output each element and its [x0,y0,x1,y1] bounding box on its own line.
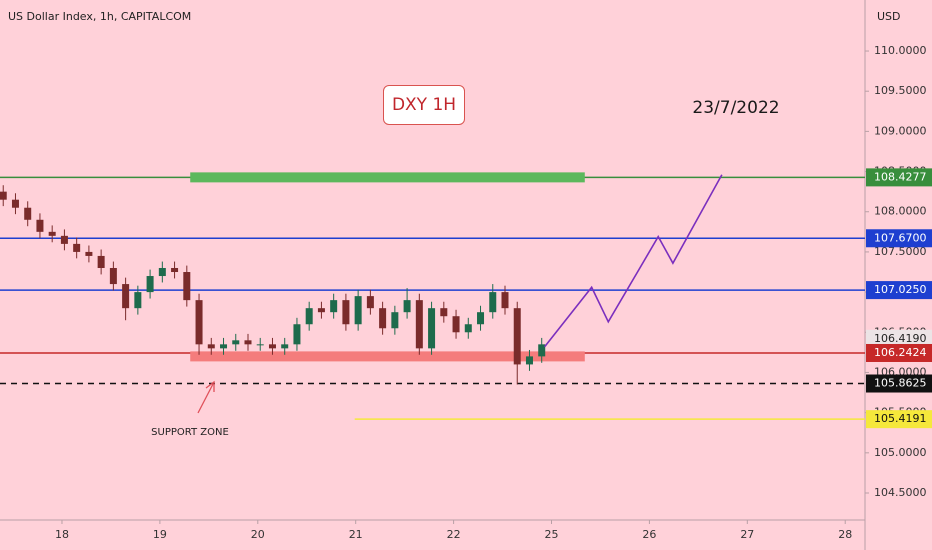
candle-body [220,344,228,349]
level-label: 105.4191 [874,412,927,425]
level-label-box [866,281,932,300]
support-arrow [197,383,214,414]
candle-body [366,296,374,309]
candle-body [36,219,44,232]
candle-body [379,308,387,329]
x-tick-label: 26 [642,528,656,541]
y-tick-label: 109.0000 [874,124,927,137]
y-tick-label: 110.0000 [874,44,927,57]
badge: DXY 1H [383,85,465,125]
candle-body [195,300,203,345]
candle-body [440,308,448,317]
candle-body [268,344,276,349]
chart-title: US Dollar Index, 1h, CAPITALCOM [8,10,191,23]
candle-body [513,308,521,365]
candle-body [134,292,142,309]
candle-body [317,308,325,313]
candle-body [109,267,117,285]
x-tick-label: 22 [447,528,461,541]
y-tick-label: 104.5000 [874,486,927,499]
x-tick-label: 20 [251,528,265,541]
candle-body [24,207,32,220]
level-label-box [866,343,932,362]
level-label: 108.4277 [874,170,927,183]
candle-body [158,267,166,277]
y-tick-label: 107.5000 [874,245,927,258]
candle-body [305,308,313,325]
candle-body [281,344,289,349]
level-label: 106.2424 [874,346,927,359]
candle-body [256,344,264,346]
candle-body [354,296,362,325]
candle-body [183,272,191,301]
y-tick-label: 109.5000 [874,84,927,97]
candle-body [207,344,215,349]
level-label: 107.6700 [874,231,927,244]
candle-body [97,255,105,268]
candle-body [11,199,19,208]
candle-body [171,267,179,273]
candle-body [85,251,93,256]
candle-body [428,308,436,349]
projection-line [544,174,723,348]
candle-body [452,316,460,333]
x-tick-label: 21 [349,528,363,541]
zone [190,351,585,362]
x-tick-label: 25 [545,528,559,541]
candle-body [232,340,240,345]
current-price-label-box [866,329,932,348]
candle-body [73,243,81,252]
candle-body [48,231,56,236]
level-label-box [866,229,932,248]
level-label-box [866,374,932,393]
candle-body [60,235,68,244]
y-tick-label: 105.0000 [874,446,927,459]
current-price-label: 106.4190 [874,332,927,345]
candle-body [489,292,497,313]
x-tick-label: 19 [153,528,167,541]
support-note: SUPPORT ZONE [151,427,229,438]
candle-body [342,300,350,325]
support-arrow-head [205,380,215,392]
x-tick-label: 18 [55,528,69,541]
candle-body [464,324,472,333]
candle-body [391,312,399,329]
candle-body [244,340,252,345]
candle-body [525,356,533,365]
candle-body [293,324,301,345]
candle-body [0,191,7,200]
level-label-box [866,410,932,429]
candle-body [501,292,509,309]
candle-body [330,300,338,313]
candle-body [146,276,154,293]
date-note: 23/7/2022 [692,98,779,118]
candle-body [415,300,423,349]
candle-body [538,344,546,357]
candle-body [403,300,411,313]
x-tick-label: 28 [838,528,852,541]
y-tick-label: 108.0000 [874,205,927,218]
candle-body [122,284,130,309]
plot [0,172,865,420]
level-label: 107.0250 [874,283,927,296]
candle-body [477,312,485,325]
zone [190,172,585,183]
currency: USD [877,10,901,23]
x-tick-label: 27 [740,528,754,541]
level-label-box [866,168,932,187]
level-label: 105.8625 [874,377,927,390]
